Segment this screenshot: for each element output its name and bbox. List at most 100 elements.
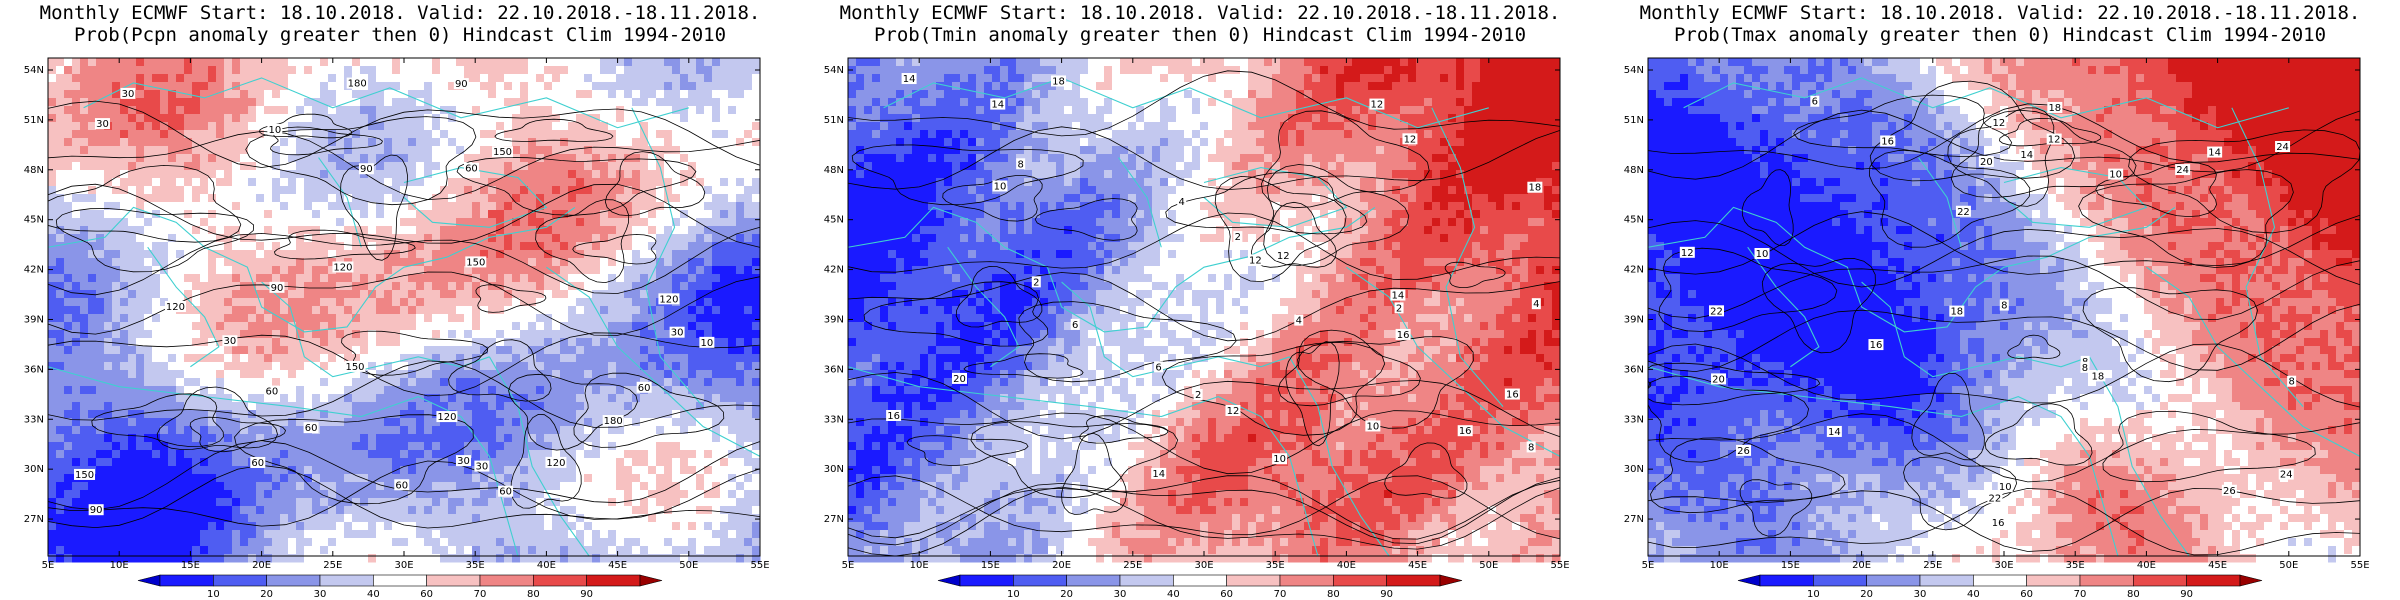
colorbar-label: 10	[207, 589, 220, 600]
contour-label: 20	[1712, 374, 1725, 385]
contour-label: 60	[305, 423, 318, 434]
lat-tick-label: 33N	[24, 414, 44, 425]
contour-label: 22	[1957, 207, 1970, 218]
lat-tick-label: 54N	[1624, 65, 1644, 76]
contour-label: 150	[75, 470, 94, 481]
lat-tick-label: 42N	[824, 265, 844, 276]
colorbar-segment	[1279, 574, 1334, 587]
contour-label: 60	[465, 164, 478, 175]
contour-label: 60	[266, 387, 279, 398]
lon-tick-label: 50E	[1479, 560, 1498, 571]
lon-tick-label: 50E	[679, 560, 698, 571]
lon-tick-label: 30E	[394, 560, 413, 571]
contour-label: 8	[1017, 159, 1023, 170]
lat-tick-label: 48N	[824, 165, 844, 176]
colorbar-segment	[2186, 574, 2241, 587]
panel-title: Monthly ECMWF Start: 18.10.2018. Valid: …	[839, 2, 1561, 24]
contour-label: 12	[1227, 406, 1240, 417]
colorbar-label: 60	[1220, 589, 1233, 600]
lon-axis: 5E 10E 15E 20E 25E 30E 35E 40E 45E 50E 55E	[42, 58, 770, 571]
contour-label: 8	[2288, 377, 2294, 388]
contour-label: 60	[499, 487, 512, 498]
contour-label: 2	[1195, 390, 1201, 401]
contour-label: 10	[2109, 170, 2122, 181]
contour-label: 2	[1033, 277, 1039, 288]
lon-tick-label: 10E	[1710, 560, 1729, 571]
colorbar-label: 20	[260, 589, 273, 600]
colorbar-label: 20	[1060, 589, 1073, 600]
lon-tick-label: 20E	[1052, 560, 1071, 571]
lat-tick-label: 45N	[1624, 215, 1644, 226]
colorbar-segment	[1813, 574, 1867, 587]
contour-label: 16	[1397, 330, 1410, 341]
lat-tick-label: 48N	[24, 165, 44, 176]
colorbar-segment	[479, 574, 534, 587]
contour-label: 12	[1404, 134, 1417, 145]
colorbar-max-arrow	[2239, 574, 2263, 587]
contour-label: 14	[2020, 150, 2033, 161]
contour-label: 4	[1296, 316, 1302, 327]
colorbar-label: 10	[1807, 589, 1820, 600]
contour-label: 120	[166, 302, 185, 313]
contour-label: 18	[1529, 183, 1542, 194]
contour-label: 12	[1277, 251, 1290, 262]
contour-label: 90	[360, 164, 373, 175]
contour-label: 14	[903, 74, 916, 85]
colorbar-label: 90	[580, 589, 593, 600]
colorbar-label: 30	[1114, 589, 1127, 600]
lon-tick-label: 30E	[1994, 560, 2013, 571]
colorbar: 10 20 30 40 60 70 80 90	[137, 574, 663, 600]
contour-label: 22	[1989, 493, 2002, 504]
contour-label: 14	[1828, 427, 1841, 438]
lat-tick-label: 39N	[824, 314, 844, 325]
lat-tick-label: 42N	[24, 265, 44, 276]
lon-tick-label: 35E	[466, 560, 485, 571]
lat-tick-label: 54N	[824, 65, 844, 76]
panel-subtitle: Prob(Tmin anomaly greater then 0) Hindca…	[873, 24, 1527, 46]
lon-tick-label: 5E	[842, 560, 855, 571]
panel-title: Monthly ECMWF Start: 18.10.2018. Valid: …	[1639, 2, 2361, 24]
contour-label: 18	[2091, 371, 2104, 382]
colorbar-segment	[1333, 574, 1387, 587]
colorbar-max-arrow	[1439, 574, 1463, 587]
map-panel: 6 8 8 10 12 14 16 18 16 14 12 10 8 20 22 24 26 22 24 20 18 16…	[1624, 57, 2370, 600]
lon-tick-label: 20E	[1852, 560, 1871, 571]
contour-label: 12	[1249, 255, 1262, 266]
lat-tick-label: 36N	[24, 364, 44, 375]
panel-subtitle: Prob(Pcpn anomaly greater then 0) Hindca…	[73, 24, 727, 46]
contour-label: 20	[1980, 157, 1993, 168]
colorbar-segment	[319, 574, 374, 587]
contour-label: 4	[1179, 197, 1185, 208]
contour-label: 10	[1756, 249, 1769, 260]
contour-label: 26	[1737, 446, 1750, 457]
contour-label: 60	[638, 383, 651, 394]
contour-label: 8	[1528, 442, 1534, 453]
colorbar-label: 70	[474, 589, 487, 600]
contour-label: 30	[96, 119, 109, 130]
lat-tick-label: 54N	[24, 65, 44, 76]
contour-label: 24	[2176, 165, 2189, 176]
colorbar-label: 70	[1274, 589, 1287, 600]
colorbar-segment	[2026, 574, 2081, 587]
lon-tick-label: 30E	[1194, 560, 1213, 571]
contour-labels: 60 60 60 30 90 120 150 90 60 30 120 150 120 90 180 60 12…	[74, 77, 715, 516]
lon-tick-label: 20E	[252, 560, 271, 571]
contour-lines	[847, 70, 1561, 557]
lat-tick-label: 27N	[824, 514, 844, 525]
lon-tick-label: 15E	[181, 560, 200, 571]
contour-label: 120	[437, 412, 456, 423]
lat-tick-label: 33N	[824, 414, 844, 425]
colorbar-segment	[159, 574, 214, 587]
contour-label: 10	[1273, 454, 1286, 465]
lon-axis: 5E 10E 15E 20E 25E 30E 35E 40E 45E 50E 55E	[842, 58, 1570, 571]
contour-label: 14	[2208, 148, 2221, 159]
contour-label: 10	[268, 125, 281, 136]
contour-label: 12	[1371, 100, 1384, 111]
panel-precip: Monthly ECMWF Start: 18.10.2018. Valid: …	[0, 0, 800, 600]
colorbar-segment	[426, 574, 481, 587]
contour-label: 6	[1072, 320, 1078, 331]
map-panel: 60 60 60 30 90 120 150 90 60 30 120 150 120 90 180 60 12…	[24, 57, 770, 600]
lat-tick-label: 36N	[824, 364, 844, 375]
contour-label: 150	[493, 147, 512, 158]
lat-tick-label: 48N	[1624, 165, 1644, 176]
